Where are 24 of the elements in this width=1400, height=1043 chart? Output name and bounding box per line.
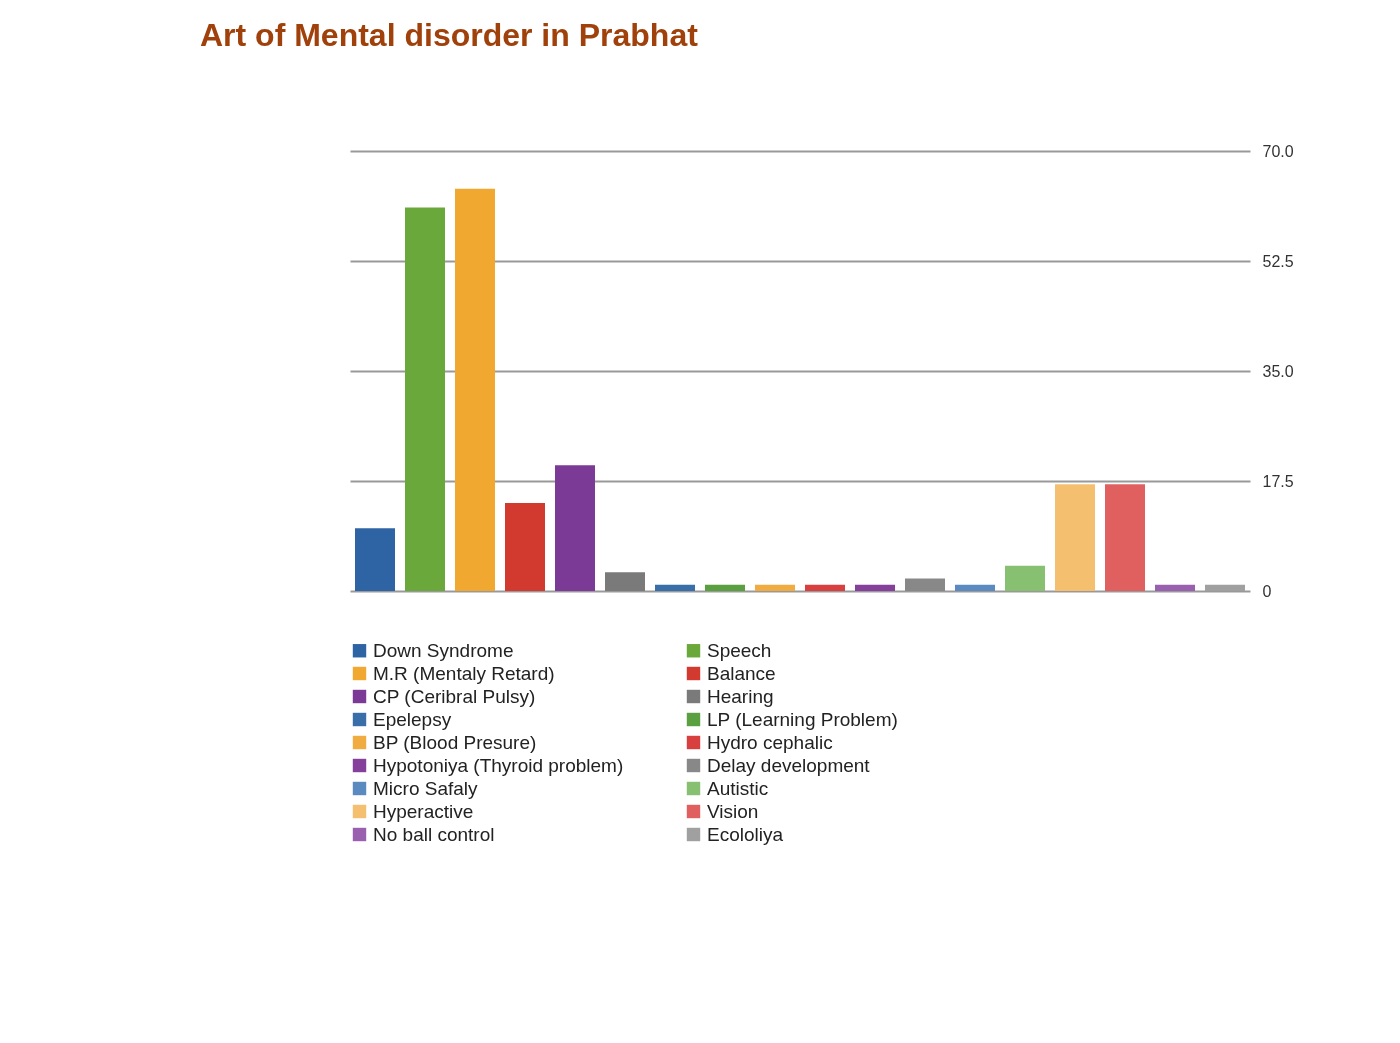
legend-label: Hyperactive: [373, 800, 474, 822]
legend-label: Balance: [707, 662, 776, 684]
legend-label: Autistic: [707, 777, 769, 799]
chart-title: Art of Mental disorder in Prabhat: [200, 17, 699, 53]
y-tick-label: 70.0: [1262, 142, 1294, 160]
legend-label: Speech: [707, 639, 772, 661]
legend-label: Hypotoniya (Thyroid problem): [373, 754, 624, 776]
legend-label: CP (Ceribral Pulsy): [373, 685, 536, 707]
legend-label: M.R (Mentaly Retard): [373, 662, 555, 684]
legend-label: No ball control: [373, 823, 495, 845]
legend-label: Micro Safaly: [373, 777, 479, 799]
legend-label: Hearing: [707, 685, 774, 707]
legend-label: Down Syndrome: [373, 639, 514, 661]
y-tick-label: 35.0: [1262, 362, 1294, 380]
legend-label: Delay development: [707, 754, 871, 776]
legend-label: Ecololiya: [707, 823, 784, 845]
y-tick-label: 17.5: [1262, 472, 1294, 490]
y-tick-label: 0: [1262, 582, 1272, 600]
legend-label: Vision: [707, 800, 759, 822]
legend-label: LP (Learning Problem): [707, 708, 898, 730]
legend-label: Epelepsy: [373, 708, 452, 730]
legend-label: Hydro cephalic: [707, 731, 833, 753]
legend-label: BP (Blood Presure): [373, 731, 537, 753]
y-tick-label: 52.5: [1262, 252, 1294, 270]
